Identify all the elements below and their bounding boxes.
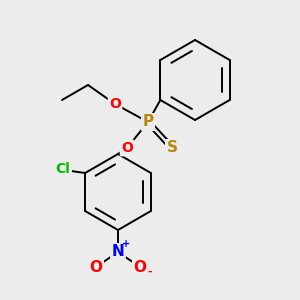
Text: O: O (109, 97, 121, 111)
Text: Cl: Cl (56, 162, 70, 176)
Text: O: O (89, 260, 103, 274)
Text: O: O (134, 260, 146, 274)
Text: S: S (167, 140, 178, 155)
Text: P: P (142, 115, 154, 130)
Text: O: O (121, 141, 133, 155)
Text: N: N (112, 244, 124, 260)
Text: -: - (148, 267, 152, 277)
Text: +: + (122, 239, 130, 249)
